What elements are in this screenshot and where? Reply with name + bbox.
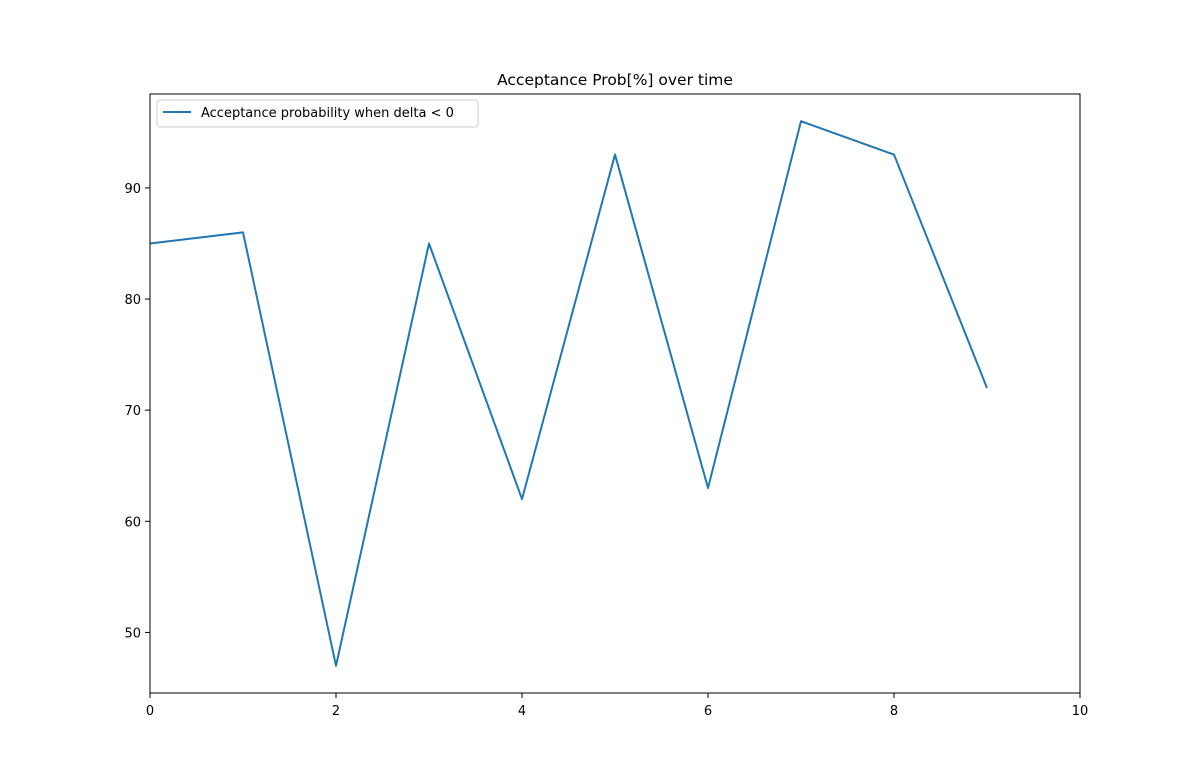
x-axis: 0 2 4 6 8 10: [146, 693, 1088, 719]
y-tick-label: 70: [124, 404, 141, 419]
legend-box: [156, 99, 479, 128]
x-tick-label: 2: [332, 704, 340, 719]
y-tick-label: 80: [124, 293, 141, 308]
x-tick-label: 10: [1072, 704, 1089, 719]
legend: Acceptance probability when delta < 0: [156, 99, 479, 128]
plot-area: 0 2 4 6 8 10 50 60 70 80 90: [124, 93, 1088, 719]
x-tick-label: 0: [146, 704, 154, 719]
x-tick-label: 8: [890, 704, 898, 719]
chart-title: Acceptance Prob[%] over time: [497, 71, 733, 89]
plot-background: [150, 94, 1080, 693]
y-tick-label: 90: [124, 182, 141, 197]
legend-label: Acceptance probability when delta < 0: [201, 106, 454, 121]
x-tick-label: 4: [518, 704, 526, 719]
y-tick-label: 50: [124, 626, 141, 641]
y-tick-label: 60: [124, 515, 141, 530]
series-line: [149, 120, 988, 667]
y-axis: 50 60 70 80 90: [124, 182, 150, 641]
x-tick-label: 6: [704, 704, 712, 719]
plot-frame: [149, 93, 1081, 694]
